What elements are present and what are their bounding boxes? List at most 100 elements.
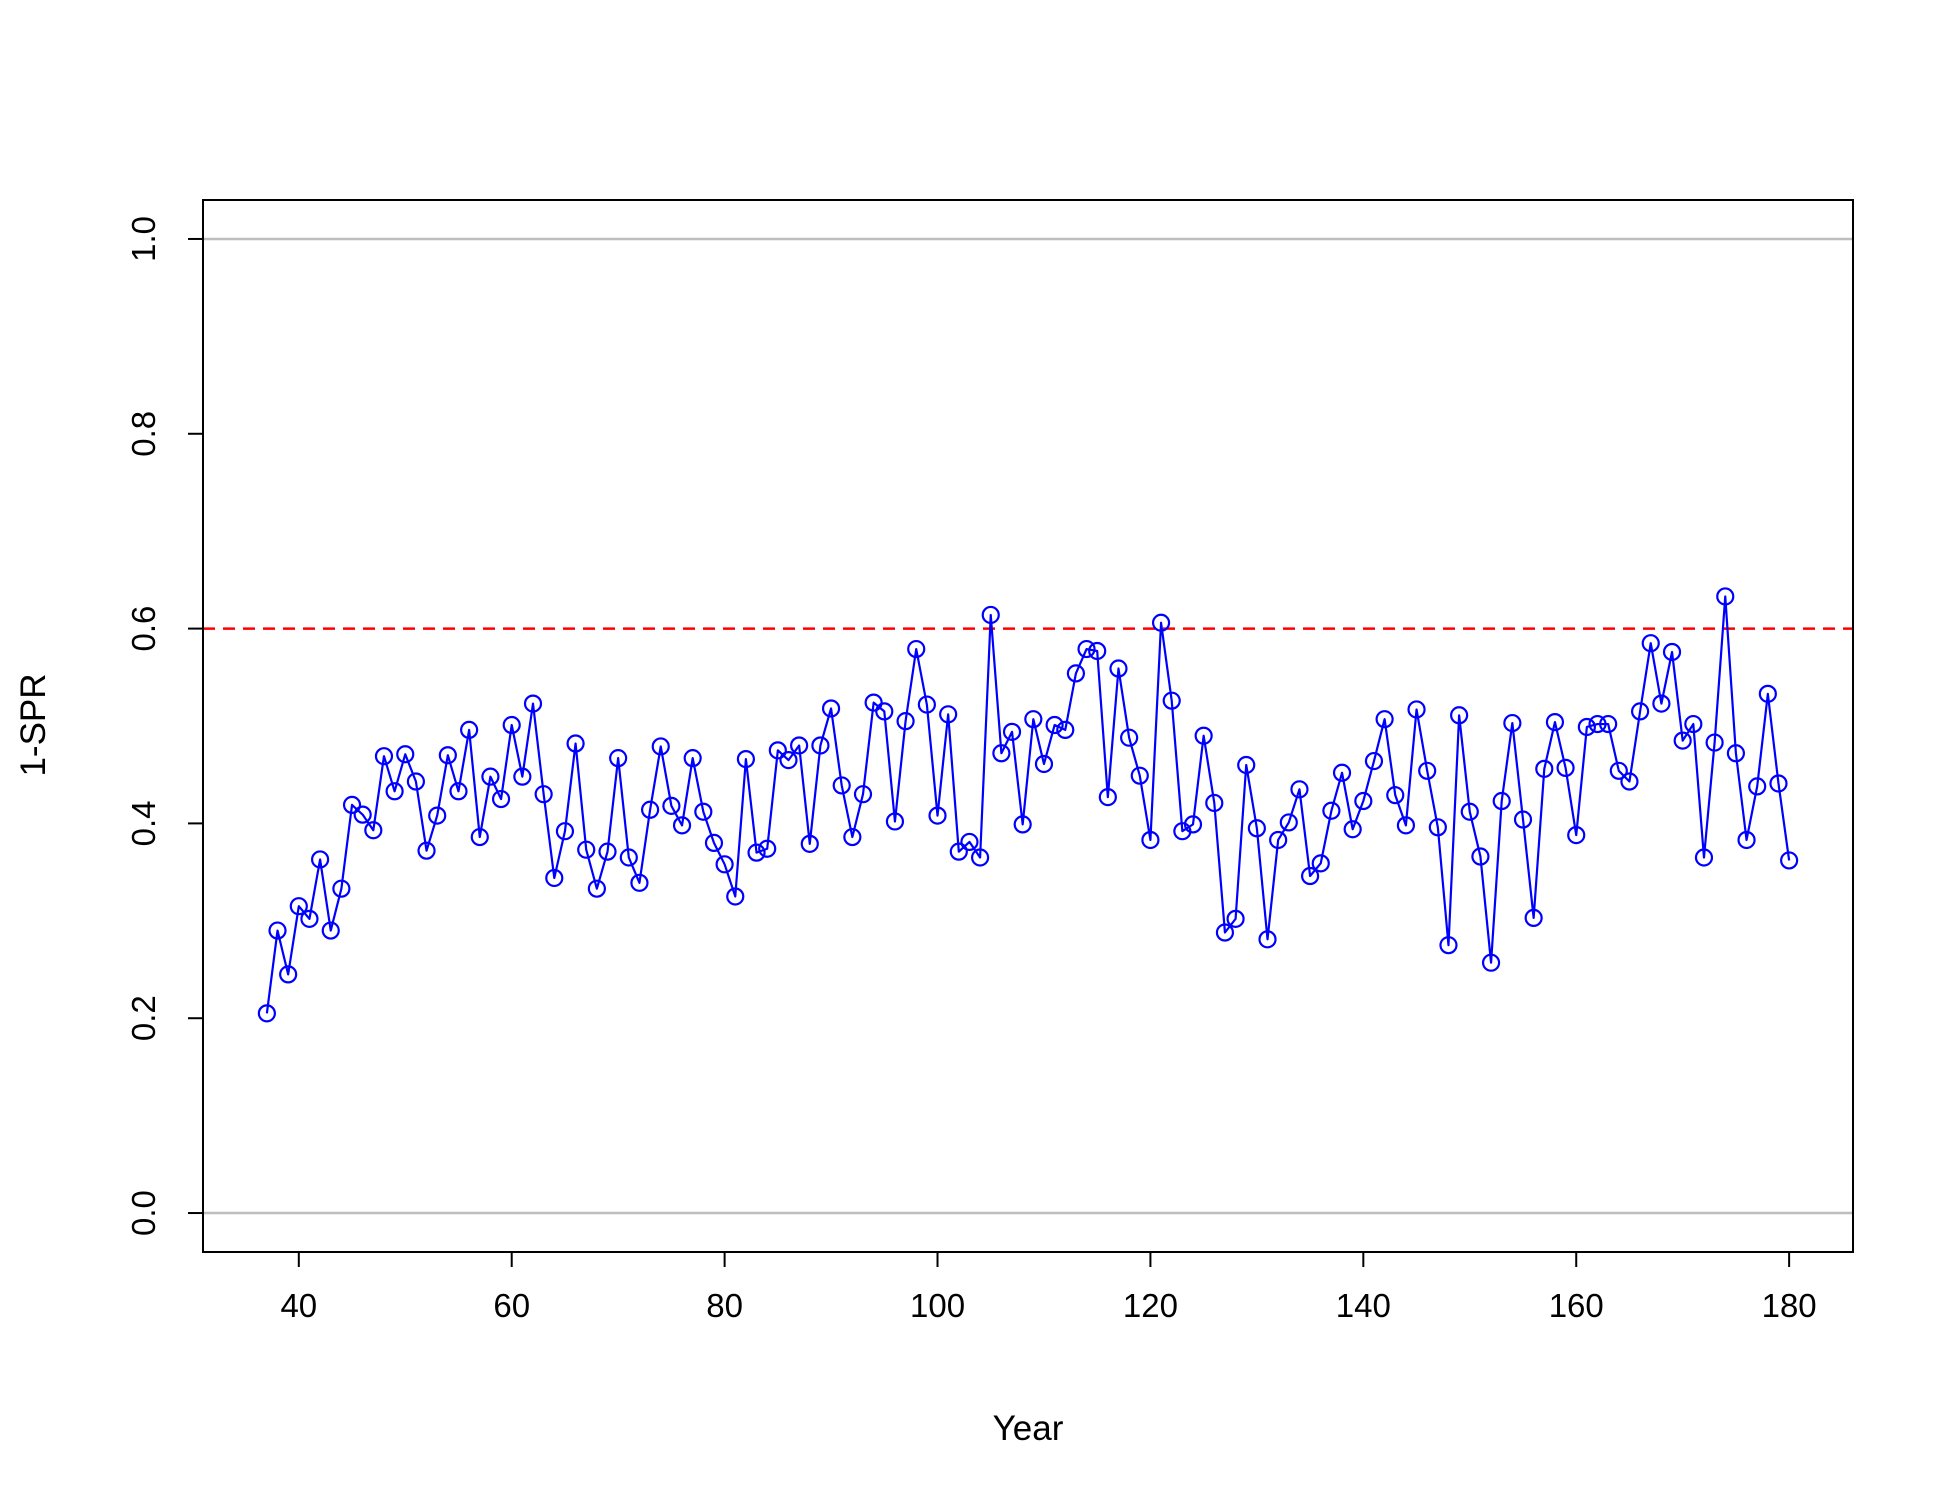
data-point <box>1652 694 1671 713</box>
data-point <box>768 741 787 760</box>
data-point <box>907 639 926 659</box>
data-point <box>1088 641 1107 661</box>
x-axis: 40 60 80 100 120 140 160 180 <box>280 1251 1817 1324</box>
data-point <box>1780 851 1799 870</box>
data-point <box>534 785 553 804</box>
data-point <box>811 736 830 755</box>
data-point <box>1151 613 1171 632</box>
data-point <box>364 821 383 840</box>
data-point <box>1247 819 1266 838</box>
data-point <box>1130 766 1149 785</box>
y-tick-label: 0.6 <box>125 606 162 652</box>
data-point <box>555 822 575 841</box>
data-point <box>1311 854 1330 873</box>
data-point <box>1375 710 1394 729</box>
data-point <box>300 909 319 928</box>
data-point <box>1503 713 1522 733</box>
data-point <box>1460 802 1479 821</box>
x-tick-label: 80 <box>706 1287 743 1324</box>
data-point <box>1535 759 1554 778</box>
data-point <box>1769 774 1788 793</box>
y-tick-label: 0.8 <box>125 411 162 457</box>
data-point <box>640 800 660 819</box>
data-point <box>1396 816 1416 835</box>
data-point <box>428 806 447 825</box>
data-point <box>577 840 596 859</box>
data-point <box>513 767 532 786</box>
data-point <box>1439 936 1458 955</box>
data-point <box>715 855 734 874</box>
data-point <box>396 745 415 764</box>
data-point <box>939 705 958 724</box>
data-point <box>992 744 1011 763</box>
data-point <box>374 747 394 766</box>
data-point <box>1748 777 1767 796</box>
data-point <box>1556 758 1575 777</box>
data-point <box>1300 866 1320 886</box>
data-point <box>736 750 756 769</box>
data-point <box>896 712 915 731</box>
data-point <box>1183 815 1203 834</box>
data-point <box>1258 930 1277 949</box>
data-point <box>449 782 468 801</box>
data-point <box>1630 702 1650 721</box>
data-point <box>257 1004 276 1023</box>
x-tick-label: 100 <box>910 1287 965 1324</box>
x-tick-label: 120 <box>1123 1287 1178 1324</box>
data-point <box>1386 786 1405 805</box>
data-point <box>1215 923 1235 942</box>
data-point <box>1237 755 1256 775</box>
data-point <box>1066 664 1086 683</box>
data-point <box>1322 801 1341 820</box>
data-point <box>981 605 1000 625</box>
data-point <box>1524 908 1543 927</box>
data-point <box>758 839 777 858</box>
data-point <box>1109 659 1128 678</box>
data-point <box>1577 717 1596 737</box>
y-axis-title: 1-SPR <box>14 673 53 776</box>
data-point <box>917 695 936 714</box>
data-point <box>1364 751 1384 771</box>
data-point <box>619 848 638 867</box>
data-point <box>1045 715 1064 735</box>
data-point <box>353 805 372 824</box>
data-point <box>1481 953 1501 972</box>
data-point <box>342 795 362 815</box>
data-point <box>1609 761 1628 780</box>
data-point <box>651 737 670 756</box>
data-point <box>704 833 724 852</box>
data-point <box>928 806 947 825</box>
data-point <box>1269 830 1288 850</box>
data-point <box>1279 813 1298 832</box>
data-point <box>949 842 968 861</box>
data-point <box>310 850 330 869</box>
data-point <box>1726 744 1746 763</box>
data-point <box>1492 791 1511 811</box>
data-point <box>1162 691 1181 710</box>
data-point <box>385 782 404 801</box>
data-point <box>1290 780 1309 799</box>
data-point <box>853 785 873 804</box>
data-point <box>1641 634 1660 653</box>
data-point <box>1013 815 1032 834</box>
data-point <box>800 834 819 853</box>
data-point <box>609 749 628 768</box>
x-tick-label: 160 <box>1549 1287 1604 1324</box>
data-point <box>289 897 308 916</box>
x-tick-label: 60 <box>493 1287 530 1324</box>
data-point <box>481 767 500 786</box>
data-point <box>1662 642 1682 662</box>
data-point <box>1343 820 1362 839</box>
data-point <box>1450 706 1469 725</box>
reference-lines <box>203 237 1853 1215</box>
data-point <box>747 843 766 862</box>
data-point <box>832 776 851 795</box>
y-tick-label: 1.0 <box>125 216 162 262</box>
data-point <box>523 694 543 713</box>
data-point <box>1428 818 1447 837</box>
data-point <box>1407 700 1426 719</box>
data-point <box>268 921 287 940</box>
y-tick-label: 0.2 <box>125 995 162 1041</box>
data-point <box>566 734 585 753</box>
